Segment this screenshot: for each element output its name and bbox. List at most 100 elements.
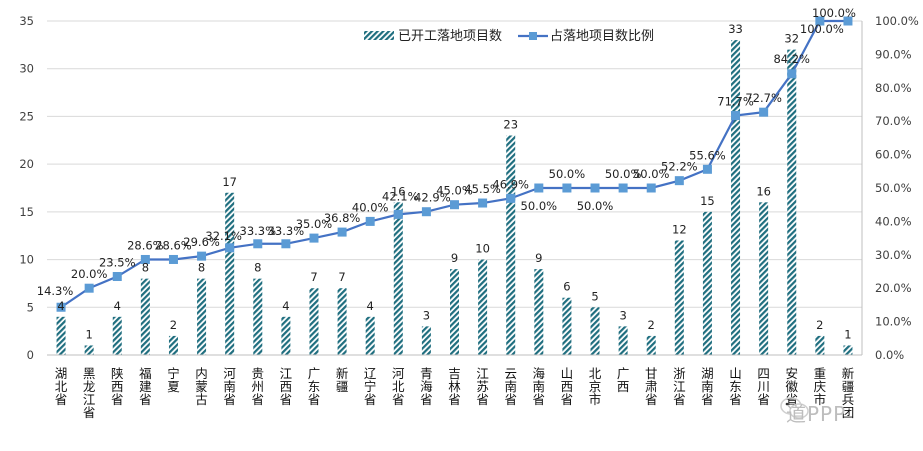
line-marker xyxy=(534,183,544,193)
x-tick-char: 龙 xyxy=(83,379,96,394)
x-tick-char: 吉 xyxy=(448,366,461,381)
bar-data-label: 2 xyxy=(816,318,823,332)
x-tick-label: 辽宁省 xyxy=(364,366,377,407)
bar xyxy=(421,326,431,355)
x-tick-label: 福建省 xyxy=(139,366,152,407)
x-tick-char: 南 xyxy=(701,379,714,394)
bar-data-label: 2 xyxy=(648,318,655,332)
x-tick-char: 海 xyxy=(533,366,546,381)
bar xyxy=(281,316,291,355)
x-tick-char: 省 xyxy=(111,392,124,407)
line-data-label: 40.0% xyxy=(352,200,389,214)
x-tick-char: 山 xyxy=(561,366,574,381)
line-data-label: 28.6% xyxy=(127,238,164,252)
bar-data-label: 9 xyxy=(535,251,542,265)
line-marker xyxy=(731,111,741,121)
x-tick-char: 西 xyxy=(561,379,574,394)
x-tick-char: 江 xyxy=(673,379,686,394)
line-data-label: 33.3% xyxy=(240,224,277,238)
bar xyxy=(140,278,150,355)
x-tick-char: 省 xyxy=(139,392,152,407)
bar-data-label: 23 xyxy=(503,118,518,132)
x-tick-label: 浙江省 xyxy=(673,366,686,407)
x-tick-char: 山 xyxy=(729,366,742,381)
bar xyxy=(618,326,628,355)
x-tick-char: 浙 xyxy=(673,366,686,381)
y2-tick-label: 20.0% xyxy=(875,281,912,295)
line-marker xyxy=(140,254,150,264)
bar xyxy=(478,259,488,355)
line-marker xyxy=(112,272,122,282)
x-tick-char: 古 xyxy=(195,392,208,407)
line-data-label: 14.3% xyxy=(37,284,74,298)
x-tick-char: 省 xyxy=(504,392,517,407)
x-tick-label: 江西省 xyxy=(280,366,293,407)
x-tick-char: 四 xyxy=(757,366,770,381)
y-tick-label: 30 xyxy=(19,62,34,76)
y2-tick-label: 60.0% xyxy=(875,148,912,162)
x-tick-char: 辽 xyxy=(364,366,377,381)
x-tick-char: 西 xyxy=(111,379,124,394)
x-tick-label: 北京市 xyxy=(589,366,602,407)
y2-tick-label: 10.0% xyxy=(875,315,912,329)
line-data-labels: 14.3%20.0%23.5%28.6%28.6%29.6%32.1%33.3%… xyxy=(37,6,856,298)
x-tick-char: 市 xyxy=(814,392,827,407)
bar xyxy=(337,288,347,355)
x-tick-char: 安 xyxy=(785,366,798,381)
x-tick-label: 安徽省 xyxy=(785,366,798,407)
x-tick-char: 湖 xyxy=(701,366,714,381)
x-tick-char: 西 xyxy=(617,379,630,394)
line-data-label: 46.9% xyxy=(492,177,529,191)
bar-data-label: 12 xyxy=(672,222,687,236)
x-tick-label: 江苏省 xyxy=(476,366,489,407)
bar xyxy=(787,49,797,355)
x-tick-char: 省 xyxy=(364,392,377,407)
x-tick-label: 河南省 xyxy=(223,366,236,407)
bar-data-label: 1 xyxy=(844,327,851,341)
x-tick-char: 省 xyxy=(673,392,686,407)
line-marker xyxy=(393,209,403,219)
x-tick-label: 新疆 xyxy=(336,366,349,394)
line-data-label: 50.0% xyxy=(633,167,670,181)
bar-data-label: 3 xyxy=(619,308,626,322)
x-tick-char: 湖 xyxy=(55,366,68,381)
x-tick-char: 建 xyxy=(139,379,152,394)
line-data-label: 52.2% xyxy=(661,160,698,174)
bar xyxy=(506,135,516,355)
bar-data-label: 4 xyxy=(114,299,121,313)
x-tick-label: 重庆市 xyxy=(814,366,827,407)
line-marker xyxy=(702,164,712,174)
x-tick-char: 肃 xyxy=(645,379,658,394)
line-data-label: 50.0% xyxy=(549,167,586,181)
wechat-logo-icon xyxy=(780,396,810,422)
line-data-label: 28.6% xyxy=(155,238,192,252)
bar-data-label: 7 xyxy=(338,270,345,284)
bar xyxy=(646,335,656,355)
x-tick-char: 江 xyxy=(83,392,96,407)
x-tick-label: 宁夏 xyxy=(167,366,180,394)
line-data-label: 100.0% xyxy=(800,22,844,36)
line-data-label: 45.0% xyxy=(436,184,473,198)
x-tick-char: 东 xyxy=(308,379,321,394)
bar-data-label: 33 xyxy=(728,22,743,36)
x-tick-char: 北 xyxy=(55,379,68,394)
x-tick-char: 省 xyxy=(645,392,658,407)
x-tick-char: 南 xyxy=(223,379,236,394)
line-data-label: 50.0% xyxy=(605,167,642,181)
line-data-label: 100.0% xyxy=(812,6,856,20)
x-tick-char: 疆 xyxy=(336,379,349,394)
x-tick-label: 广西 xyxy=(617,366,630,394)
bar-data-label: 2 xyxy=(170,318,177,332)
x-tick-char: 青 xyxy=(420,366,433,381)
bar xyxy=(590,307,600,355)
x-tick-char: 广 xyxy=(308,366,321,381)
legend-item-bars: 已开工落地项目数 xyxy=(364,29,502,44)
x-tick-label: 河北省 xyxy=(392,366,405,407)
x-tick-label: 内蒙古 xyxy=(195,366,208,407)
bar-data-label: 4 xyxy=(57,299,64,313)
bar-data-label: 8 xyxy=(254,261,261,275)
line-data-label: 72.7% xyxy=(745,91,782,105)
x-tick-char: 京 xyxy=(589,379,602,394)
x-tick-char: 团 xyxy=(842,405,855,420)
